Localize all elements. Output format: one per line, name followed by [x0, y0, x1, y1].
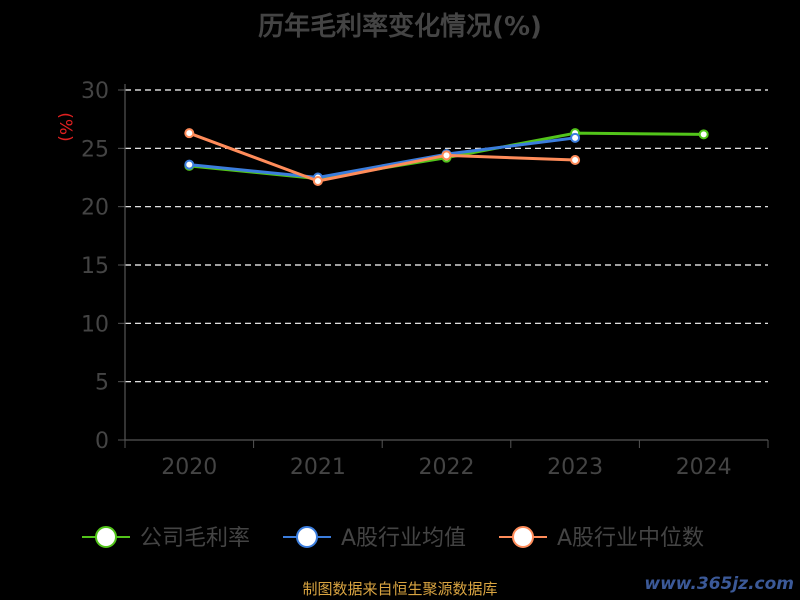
x-tick-label: 2022 — [419, 455, 475, 480]
y-tick-label: 10 — [81, 312, 109, 337]
y-tick-label: 15 — [81, 254, 109, 279]
legend-marker — [95, 526, 117, 548]
x-tick-label: 2023 — [547, 455, 603, 480]
source-note: 制图数据来自恒生聚源数据库 — [302, 580, 498, 598]
x-tick-label: 2021 — [290, 455, 346, 480]
legend-label: A股行业均值 — [341, 526, 466, 551]
legend-label: A股行业中位数 — [557, 526, 704, 551]
data-point — [570, 155, 581, 165]
data-point — [312, 176, 323, 186]
data-point — [570, 132, 581, 143]
data-point — [698, 129, 709, 140]
y-tick-label: 20 — [81, 196, 109, 221]
x-tick-label: 2020 — [161, 455, 217, 480]
chart-title: 历年毛利率变化情况(%) — [258, 12, 542, 42]
data-point — [184, 128, 195, 139]
legend-marker — [512, 526, 534, 548]
legend-label: 公司毛利率 — [140, 526, 250, 551]
y-tick-label: 0 — [95, 429, 109, 454]
y-axis-label: (%) — [55, 112, 75, 141]
watermark: www.365jz.com — [644, 574, 794, 594]
data-point — [184, 159, 195, 170]
x-tick-label: 2024 — [676, 455, 732, 480]
series-line — [188, 131, 576, 183]
y-tick-label: 30 — [81, 79, 109, 104]
legend-marker — [296, 526, 318, 548]
y-tick-label: 5 — [95, 371, 109, 396]
y-tick-label: 25 — [81, 137, 109, 162]
series-line — [189, 136, 576, 179]
data-point — [441, 150, 452, 161]
